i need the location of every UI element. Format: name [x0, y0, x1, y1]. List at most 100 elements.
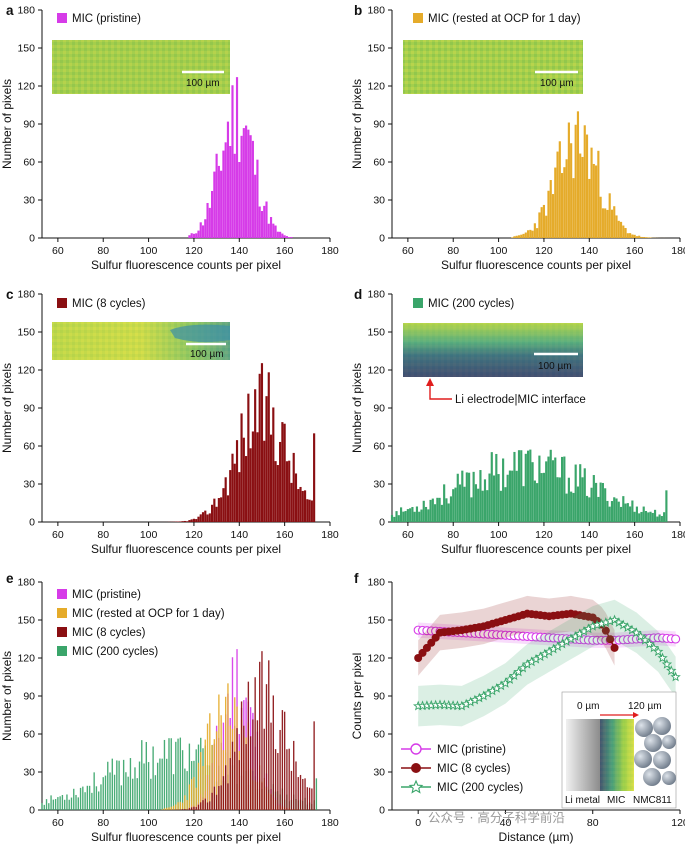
histogram-bar-e — [82, 786, 84, 810]
histogram-bar-e — [206, 723, 209, 810]
histogram-bar-e — [295, 761, 297, 810]
legend-label-c: MIC (8 cycles) — [72, 298, 146, 310]
histogram-bar-d — [549, 449, 552, 522]
series-marker-f — [618, 619, 629, 630]
histogram-bar-d — [402, 511, 405, 522]
histogram-bar-e — [236, 728, 238, 810]
histogram-bar-a — [247, 129, 250, 238]
histogram-bar-b — [513, 236, 516, 238]
histogram-bar-c — [222, 488, 225, 522]
histogram-bar-d — [590, 487, 593, 522]
legend-swatch-e-ocp — [57, 608, 67, 618]
histogram-bar-d — [454, 487, 457, 522]
histogram-bar-e — [297, 777, 299, 810]
histogram-bar-b — [615, 215, 618, 238]
x-tick-label-e: 140 — [231, 817, 249, 829]
histogram-bar-b — [563, 167, 566, 238]
legend-label-e-200cycles: MIC (200 cycles) — [72, 646, 158, 658]
histogram-bar-e — [304, 778, 306, 810]
x-tick-label-a: 80 — [97, 245, 109, 257]
histogram-bar-d — [613, 497, 616, 522]
histogram-bar-a — [279, 231, 282, 238]
histogram-bar-d — [415, 506, 419, 522]
histogram-bar-e — [184, 808, 186, 810]
histogram-bar-d — [488, 473, 491, 522]
histogram-bar-b — [588, 178, 591, 238]
histogram-bar-e — [104, 775, 107, 810]
histogram-bar-a — [242, 128, 245, 238]
histogram-bar-c — [179, 521, 182, 522]
panel-letter-a: a — [6, 3, 14, 18]
histogram-bar-c — [183, 520, 186, 522]
histogram-bar-d — [629, 506, 632, 522]
histogram-bar-b — [567, 122, 570, 238]
x-tick-label-f: 40 — [500, 817, 512, 829]
histogram-bar-d — [574, 464, 577, 522]
histogram-bar-e — [166, 758, 168, 810]
y-tick-label-a: 180 — [17, 5, 35, 17]
histogram-bar-d — [649, 511, 652, 522]
histogram-bar-d — [390, 515, 394, 522]
legend-label-e-pristine: MIC (pristine) — [72, 589, 141, 601]
histogram-bar-e — [265, 684, 268, 810]
histogram-bar-d — [409, 508, 412, 522]
y-tick-label-d: 60 — [373, 441, 385, 453]
histogram-bar-c — [208, 513, 211, 522]
histogram-bar-d — [622, 496, 625, 522]
histogram-bar-e — [100, 784, 102, 810]
histogram-bar-d — [536, 483, 539, 522]
y-tick-label-d: 120 — [367, 365, 385, 377]
histogram-bar-b — [629, 233, 632, 238]
histogram-bar-c — [226, 495, 230, 522]
histogram-bar-c — [294, 473, 298, 522]
histogram-bar-e — [204, 739, 206, 810]
histogram-bar-d — [604, 488, 607, 522]
y-tick-label-b: 30 — [373, 195, 385, 207]
histogram-bar-d — [542, 472, 546, 522]
series-marker-f — [652, 646, 664, 657]
y-tick-label-d: 30 — [373, 479, 385, 491]
x-tick-label-e: 80 — [97, 817, 109, 829]
histogram-bar-c — [220, 497, 223, 522]
y-tick-label-e: 150 — [17, 615, 35, 627]
histogram-bar-d — [422, 500, 425, 522]
y-tick-label-a: 60 — [23, 157, 35, 169]
histogram-bar-e — [63, 799, 66, 810]
histogram-bar-e — [181, 809, 184, 810]
histogram-bar-d — [644, 510, 648, 522]
histogram-bar-e — [59, 796, 61, 810]
histogram-bar-d — [511, 470, 514, 522]
histogram-bar-c — [233, 463, 236, 522]
x-tick-label-c: 100 — [140, 529, 158, 541]
y-tick-label-a: 90 — [23, 119, 35, 131]
histogram-bar-d — [429, 499, 432, 522]
histogram-bar-d — [565, 493, 568, 522]
histogram-bar-b — [590, 147, 593, 238]
histogram-bar-b — [572, 178, 575, 238]
histogram-bar-c — [297, 489, 300, 522]
x-axis-label-a: Sulfur fluorescence counts per pixel — [91, 258, 281, 272]
y-tick-label-b: 120 — [367, 81, 385, 93]
histogram-bar-e — [211, 792, 213, 810]
histogram-bar-e — [197, 804, 200, 810]
histogram-bar-b — [540, 207, 543, 238]
histogram-bar-d — [624, 503, 627, 522]
histogram-bar-d — [631, 500, 634, 522]
histogram-bar-d — [474, 484, 477, 522]
histogram-bar-c — [292, 452, 295, 522]
histogram-bar-a — [283, 235, 286, 238]
histogram-bar-e — [181, 802, 184, 810]
histogram-bar-e — [231, 741, 234, 810]
y-tick-label-b: 0 — [379, 233, 385, 245]
x-tick-label-e: 180 — [321, 817, 339, 829]
histogram-bar-e — [225, 765, 227, 810]
y-axis-label-f: Counts per pixel — [350, 653, 364, 740]
inset-label-nmc811: NMC811 — [633, 795, 672, 806]
histogram-bar-d — [556, 477, 559, 522]
histogram-bar-a — [204, 219, 207, 238]
histogram-bar-d — [479, 470, 482, 522]
histogram-bar-e — [170, 806, 172, 810]
panel-letter-b: b — [354, 3, 362, 18]
histogram-bar-b — [522, 233, 525, 238]
histogram-bar-c — [211, 504, 214, 522]
